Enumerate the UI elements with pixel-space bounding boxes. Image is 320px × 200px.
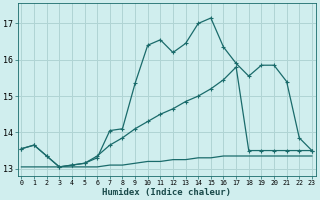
X-axis label: Humidex (Indice chaleur): Humidex (Indice chaleur) (102, 188, 231, 197)
